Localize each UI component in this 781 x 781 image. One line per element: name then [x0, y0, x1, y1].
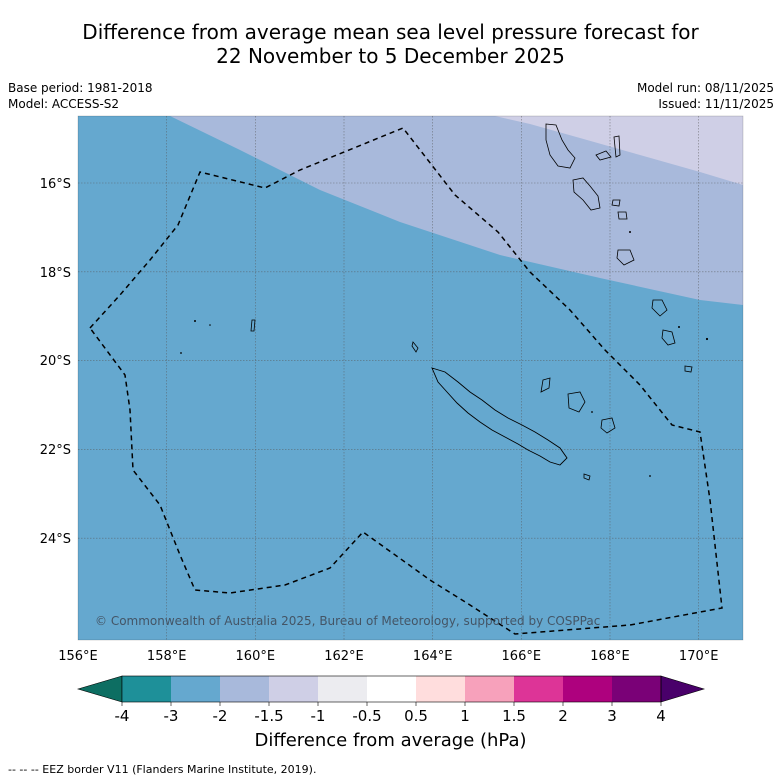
colorbar-tick-label: -0.5	[352, 707, 381, 725]
maewo-island	[613, 135, 621, 158]
eez-border	[89, 127, 723, 635]
footer-note: -- -- -- EEZ border V11 (Flanders Marine…	[8, 763, 317, 776]
map-area	[78, 116, 743, 640]
chesterfield-islet	[250, 319, 256, 332]
x-tick-label: 162°E	[324, 649, 364, 664]
colorbar-ticks	[121, 702, 662, 706]
small-reef	[180, 352, 182, 354]
erromango-island	[616, 249, 635, 266]
x-tick-label: 164°E	[413, 649, 453, 664]
mare-island	[600, 417, 616, 434]
colorbar-tick-label: 1.5	[502, 707, 526, 725]
colorbar-segment	[220, 676, 269, 702]
colorbar: -4 -3 -2 -1.5 -1 -0.5 0.5 1 1.5 2 3 4	[76, 675, 706, 725]
issued-label: Issued: 11/11/2025	[658, 97, 774, 111]
colorbar-title: Difference from average (hPa)	[254, 730, 527, 751]
colorbar-tick-label: 4	[656, 707, 666, 725]
colorbar-segment	[514, 676, 563, 702]
colorbar-tick-label: 2	[558, 707, 568, 725]
colorbar-tick-label: -4	[115, 707, 130, 725]
title-line-1: Difference from average mean sea level p…	[82, 20, 699, 44]
efate-island	[617, 211, 628, 220]
y-tick-label: 18°S	[40, 266, 71, 281]
colorbar-tick-label: 3	[607, 707, 617, 725]
title-line-2: 22 November to 5 December 2025	[216, 44, 565, 68]
small-reef	[705, 337, 709, 341]
x-tick-label: 158°E	[147, 649, 187, 664]
colorbar-segment	[122, 676, 171, 702]
small-reef	[629, 231, 631, 233]
y-axis-tick-labels: 16°S 18°S 20°S 22°S 24°S	[40, 177, 71, 547]
colorbar-outline	[121, 675, 662, 703]
colorbar-tick-label: -1.5	[254, 707, 283, 725]
small-reef	[591, 411, 593, 413]
copyright-text: © Commonwealth of Australia 2025, Bureau…	[95, 614, 600, 628]
lifou-island	[567, 391, 586, 413]
colorbar-tick-label: -1	[311, 707, 326, 725]
epi-island	[611, 199, 621, 207]
colorbar-segment	[416, 676, 465, 702]
small-reef	[649, 475, 651, 477]
colorbar-tick-label: -2	[213, 707, 228, 725]
aneityum-island	[661, 329, 676, 346]
y-tick-label: 16°S	[40, 177, 71, 192]
x-tick-label: 168°E	[590, 649, 630, 664]
field-band-minus2-to-minus1-5	[170, 116, 743, 305]
x-tick-label: 170°E	[679, 649, 719, 664]
base-period-label: Base period: 1981-2018	[8, 81, 153, 95]
colorbar-segment	[367, 676, 416, 702]
x-tick-label: 166°E	[502, 649, 542, 664]
y-tick-label: 24°S	[40, 532, 71, 547]
colorbar-tick-label: -3	[164, 707, 179, 725]
colorbar-segment	[318, 676, 367, 702]
colorbar-segment	[465, 676, 514, 702]
model-run-label: Model run: 08/11/2025	[636, 81, 774, 95]
colorbar-segment	[612, 676, 661, 702]
ouvea-island	[540, 377, 551, 393]
malakula-island	[572, 177, 601, 211]
y-tick-label: 20°S	[40, 354, 71, 369]
x-tick-label: 160°E	[236, 649, 276, 664]
colorbar-segment	[563, 676, 612, 702]
y-tick-label: 22°S	[40, 443, 71, 458]
map-frame	[77, 115, 744, 641]
colorbar-tick-label: 0.5	[404, 707, 428, 725]
tanna-island	[651, 299, 668, 317]
small-reef	[209, 324, 211, 326]
matthew-island	[684, 365, 693, 373]
new-caledonia-island	[431, 367, 568, 466]
field-band-minus1-5-to-minus1	[495, 116, 743, 185]
small-reef	[194, 320, 196, 322]
small-reef	[678, 326, 680, 328]
new-caledonia-north-islet	[411, 341, 419, 353]
model-label: Model: ACCESS-S2	[8, 97, 120, 111]
ambae-island	[595, 150, 612, 161]
colorbar-segment	[171, 676, 220, 702]
colorbar-extend-low	[76, 675, 123, 703]
x-axis-tick-labels: 156°E 158°E 160°E 162°E 164°E 166°E 168°…	[58, 649, 718, 664]
x-tick-label: 156°E	[58, 649, 98, 664]
gridlines	[78, 116, 743, 640]
colorbar-tick-label: 1	[460, 707, 470, 725]
colorbar-extend-high	[660, 675, 706, 703]
isle-of-pines	[583, 473, 591, 481]
colorbar-segment	[269, 676, 318, 702]
espiritu-santo-island	[545, 123, 576, 169]
